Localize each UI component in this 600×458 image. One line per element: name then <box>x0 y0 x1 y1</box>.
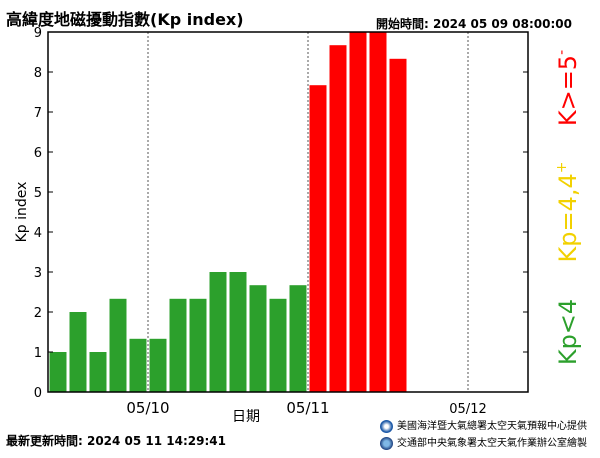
legend: Kp<4 Kp=4,4+ K>=5- <box>554 50 582 365</box>
x-tick-label: 05/10 <box>126 399 169 417</box>
bars <box>49 32 407 393</box>
y-ticks: 0 1 2 3 4 5 6 7 8 9 <box>34 26 528 401</box>
y-tick-label: 5 <box>34 186 42 201</box>
plot-frame <box>47 31 529 393</box>
grid-lines <box>147 32 469 392</box>
y-tick-label: 4 <box>34 226 42 241</box>
kp-bar <box>269 298 287 392</box>
kp-bar <box>129 338 147 392</box>
y-tick-label: 1 <box>34 346 42 361</box>
legend-low: Kp<4 <box>554 299 582 365</box>
y-axis-label: Kp index <box>14 182 30 243</box>
noaa-logo-icon <box>380 419 393 433</box>
kp-bar <box>369 32 387 392</box>
kp-bar <box>389 58 407 393</box>
start-time: 開始時間: 2024 05 09 08:00:00 <box>376 17 573 31</box>
last-updated: 最新更新時間: 2024 05 11 14:29:41 <box>6 434 227 448</box>
x-ticks: 05/10 05/11 05/12 <box>126 399 486 417</box>
credit-cwa: 交通部中央氣象署太空天氣作業辦公室繪製 <box>380 434 587 450</box>
kp-bar <box>349 32 367 392</box>
y-tick-label: 3 <box>34 266 42 281</box>
kp-bar <box>69 312 87 392</box>
kp-bar <box>209 272 227 392</box>
kp-bar <box>169 298 187 392</box>
x-axis-label: 日期 <box>232 409 260 425</box>
cwa-logo-icon <box>380 436 393 450</box>
y-tick-label: 2 <box>34 306 42 321</box>
kp-bar <box>189 298 207 392</box>
kp-bar <box>89 352 107 392</box>
kp-bar <box>289 285 307 392</box>
y-tick-label: 6 <box>34 146 42 161</box>
chart-title: 高緯度地磁擾動指數(Kp index) <box>6 10 244 29</box>
legend-mid: Kp=4,4+ <box>554 162 582 263</box>
kp-bar <box>109 298 127 392</box>
kp-bar <box>149 338 167 392</box>
kp-bar <box>309 85 327 392</box>
y-tick-label: 9 <box>34 26 42 41</box>
kp-bar <box>249 285 267 392</box>
kp-bar <box>49 352 67 392</box>
x-tick-label: 05/12 <box>449 402 486 417</box>
kp-bar <box>329 45 347 392</box>
y-tick-label: 7 <box>34 106 42 121</box>
legend-high: K>=5- <box>554 50 582 126</box>
y-tick-label: 8 <box>34 66 42 81</box>
y-tick-label: 0 <box>34 386 42 401</box>
credit-noaa: 美國海洋暨大氣總署太空天氣預報中心提供 <box>380 417 587 433</box>
kp-bar <box>229 272 247 392</box>
x-tick-label: 05/11 <box>286 399 329 417</box>
